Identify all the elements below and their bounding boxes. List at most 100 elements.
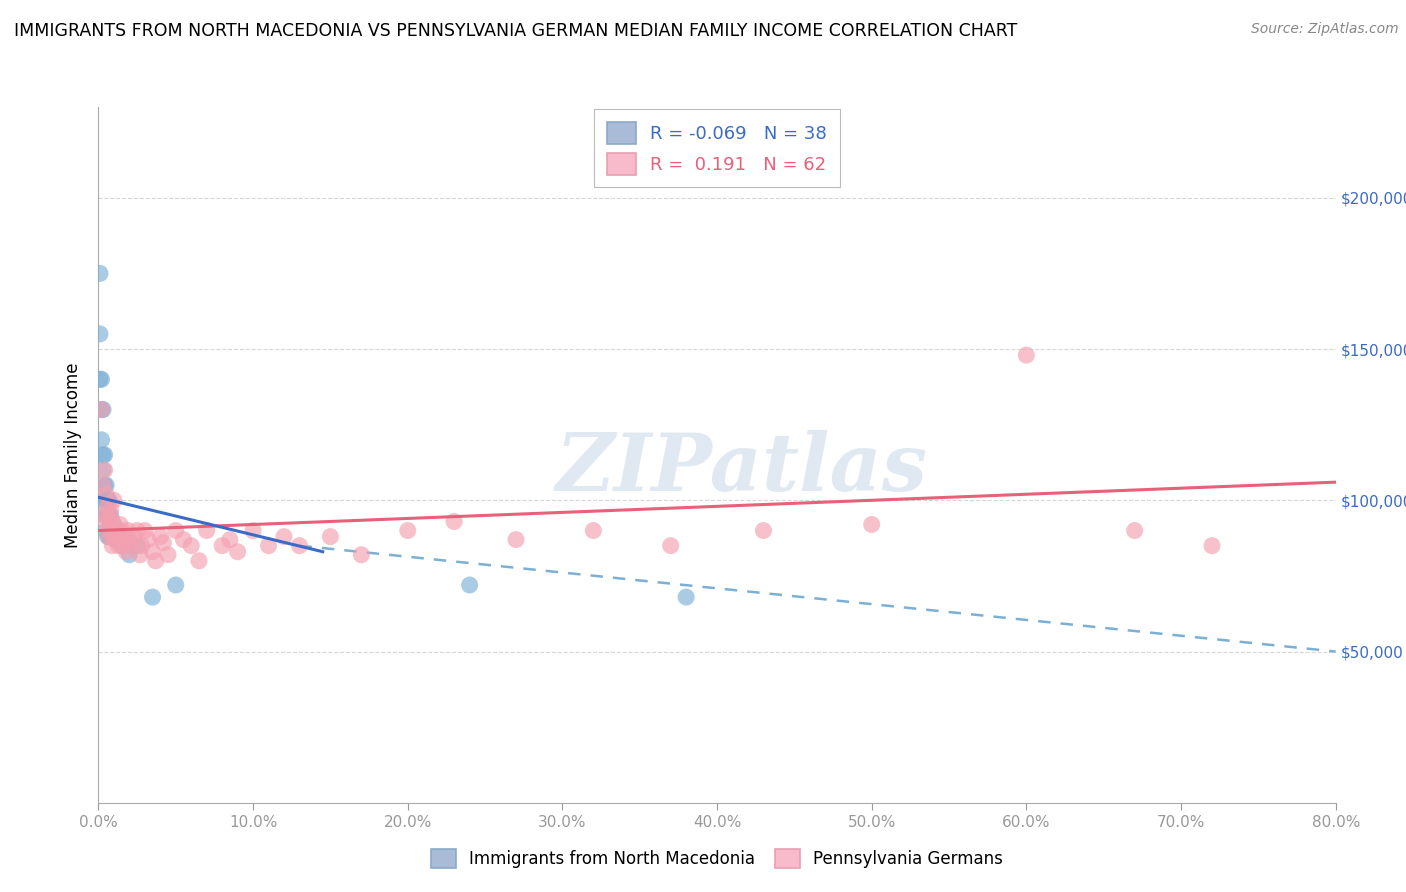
- Point: [93, 508, 115, 523]
- Point: [96, 493, 118, 508]
- Text: Source: ZipAtlas.com: Source: ZipAtlas.com: [1251, 22, 1399, 37]
- Point: [98, 508, 121, 523]
- Point: [860, 517, 883, 532]
- Point: [288, 539, 311, 553]
- Point: [103, 493, 125, 508]
- Text: IMMIGRANTS FROM NORTH MACEDONIA VS PENNSYLVANIA GERMAN MEDIAN FAMILY INCOME CORR: IMMIGRANTS FROM NORTH MACEDONIA VS PENNS…: [14, 22, 1018, 40]
- Point: [97, 530, 120, 544]
- Point: [96, 478, 118, 492]
- Point: [112, 539, 135, 553]
- Point: [93, 448, 115, 462]
- Point: [226, 545, 249, 559]
- Point: [91, 448, 114, 462]
- Point: [105, 524, 128, 538]
- Point: [443, 515, 465, 529]
- Point: [96, 515, 118, 529]
- Point: [141, 545, 165, 559]
- Point: [90, 402, 112, 417]
- Point: [127, 539, 149, 553]
- Point: [117, 524, 139, 538]
- Point: [89, 326, 111, 341]
- Point: [97, 493, 120, 508]
- Point: [104, 533, 127, 547]
- Point: [103, 517, 125, 532]
- Point: [115, 545, 138, 559]
- Point: [129, 548, 152, 562]
- Point: [131, 539, 153, 553]
- Point: [350, 548, 373, 562]
- Point: [91, 463, 114, 477]
- Text: ZIPatlas: ZIPatlas: [555, 430, 928, 508]
- Point: [103, 530, 125, 544]
- Point: [145, 554, 167, 568]
- Point: [89, 372, 111, 386]
- Point: [97, 524, 120, 538]
- Y-axis label: Median Family Income: Median Family Income: [63, 362, 82, 548]
- Point: [91, 478, 114, 492]
- Point: [91, 402, 114, 417]
- Point: [103, 530, 125, 544]
- Point: [195, 524, 218, 538]
- Point: [121, 539, 143, 553]
- Point: [93, 463, 115, 477]
- Point: [98, 508, 121, 523]
- Point: [659, 539, 682, 553]
- Point: [458, 578, 481, 592]
- Point: [172, 533, 194, 547]
- Point: [242, 524, 264, 538]
- Legend: Immigrants from North Macedonia, Pennsylvania Germans: Immigrants from North Macedonia, Pennsyl…: [425, 842, 1010, 874]
- Point: [98, 530, 121, 544]
- Point: [582, 524, 605, 538]
- Point: [101, 515, 124, 529]
- Point: [90, 372, 112, 386]
- Point: [257, 539, 280, 553]
- Point: [141, 590, 165, 604]
- Point: [108, 517, 131, 532]
- Point: [1201, 539, 1223, 553]
- Point: [505, 533, 527, 547]
- Point: [107, 539, 129, 553]
- Point: [111, 524, 132, 538]
- Point: [93, 478, 115, 492]
- Point: [149, 530, 172, 544]
- Point: [114, 530, 136, 544]
- Point: [98, 493, 121, 508]
- Point: [101, 539, 124, 553]
- Point: [219, 533, 242, 547]
- Point: [1123, 524, 1146, 538]
- Point: [90, 433, 112, 447]
- Point: [319, 530, 342, 544]
- Point: [136, 533, 159, 547]
- Point: [165, 524, 187, 538]
- Point: [111, 539, 132, 553]
- Point: [100, 524, 122, 538]
- Point: [89, 267, 111, 281]
- Point: [118, 533, 141, 547]
- Point: [90, 402, 112, 417]
- Point: [675, 590, 697, 604]
- Point: [97, 508, 120, 523]
- Point: [100, 502, 122, 516]
- Point: [91, 493, 114, 508]
- Point: [96, 487, 118, 501]
- Point: [96, 524, 118, 538]
- Point: [180, 539, 202, 553]
- Point: [105, 524, 128, 538]
- Point: [115, 530, 138, 544]
- Point: [165, 578, 187, 592]
- Point: [101, 524, 124, 538]
- Point: [1015, 348, 1038, 362]
- Point: [107, 530, 129, 544]
- Point: [104, 533, 127, 547]
- Point: [98, 530, 121, 544]
- Point: [118, 548, 141, 562]
- Point: [273, 530, 295, 544]
- Point: [752, 524, 775, 538]
- Point: [122, 530, 145, 544]
- Point: [157, 548, 180, 562]
- Point: [100, 508, 122, 523]
- Point: [188, 554, 211, 568]
- Point: [152, 535, 174, 549]
- Point: [211, 539, 233, 553]
- Point: [134, 524, 156, 538]
